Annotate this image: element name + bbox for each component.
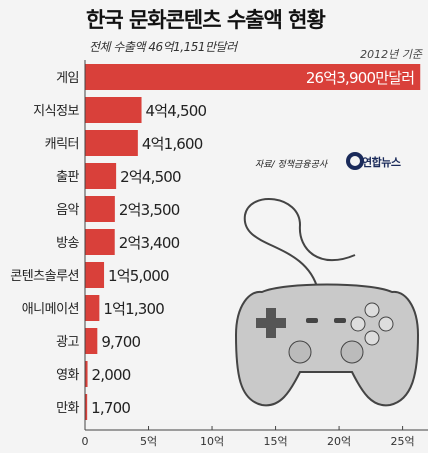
bar-7 — [85, 295, 100, 321]
bar-3 — [85, 163, 117, 189]
value-label: 4억4,500 — [146, 102, 207, 120]
bar-10 — [85, 394, 88, 420]
chart-title: 한국 문화콘텐츠 수출액 현황 — [86, 8, 326, 32]
left-stick-icon — [288, 340, 312, 364]
category-label: 음악 — [56, 203, 79, 218]
x-tick-label: 25억 — [391, 435, 415, 448]
value-label: 26억3,900만달러 — [306, 69, 414, 87]
category-label: 방송 — [56, 236, 79, 251]
x-tick-label: 20억 — [327, 435, 351, 448]
bar-6 — [85, 262, 105, 288]
x-tick-label: 10억 — [200, 435, 224, 448]
category-label: 콘텐츠솔루션 — [10, 269, 79, 284]
value-label: 1,700 — [91, 399, 130, 417]
bar-2 — [85, 130, 138, 156]
start-button-icon — [334, 318, 346, 323]
yonhap-logo-icon — [346, 152, 364, 170]
reference-year: 2012년 기준 — [360, 48, 422, 61]
value-label: 2억3,500 — [119, 201, 180, 219]
x-tick-label: 15억 — [263, 435, 287, 448]
category-label: 만화 — [56, 401, 79, 416]
circle-button-icon — [378, 316, 394, 332]
bar-5 — [85, 229, 115, 255]
value-label: 1억5,000 — [108, 267, 169, 285]
square-button-icon — [350, 316, 366, 332]
value-label: 1억1,300 — [103, 300, 164, 318]
bar-0 — [85, 64, 421, 90]
chart-subtitle: 전체 수출액 46억1,151만달러 — [89, 40, 237, 54]
bar-8 — [85, 328, 98, 354]
category-label: 영화 — [56, 368, 79, 383]
select-button-icon — [306, 318, 318, 323]
category-label: 광고 — [56, 335, 79, 350]
value-label: 2억4,500 — [120, 168, 181, 186]
category-label: 캐릭터 — [45, 137, 79, 152]
bar-9 — [85, 361, 88, 387]
logo-text: 연합뉴스 — [362, 156, 401, 169]
triangle-button-icon — [364, 302, 380, 318]
value-label: 4억1,600 — [142, 135, 203, 153]
cross-button-icon — [364, 330, 380, 346]
right-stick-icon — [340, 340, 364, 364]
category-label: 출판 — [56, 170, 79, 185]
category-label: 애니메이션 — [22, 302, 79, 317]
x-tick-label: 5억 — [140, 435, 157, 448]
value-label: 2,000 — [92, 366, 131, 384]
gamepad-body — [234, 283, 420, 407]
category-label: 게임 — [56, 71, 79, 86]
category-label: 지식정보 — [33, 104, 79, 119]
gamepad-illustration — [234, 198, 420, 407]
gamepad-cable — [243, 198, 356, 291]
value-label: 9,700 — [101, 333, 140, 351]
x-tick-label: 0 — [82, 435, 89, 448]
bar-1 — [85, 97, 142, 123]
bar-4 — [85, 196, 115, 222]
data-source: 자료/ 정책금융공사 — [255, 160, 328, 170]
value-label: 2억3,400 — [119, 234, 180, 252]
